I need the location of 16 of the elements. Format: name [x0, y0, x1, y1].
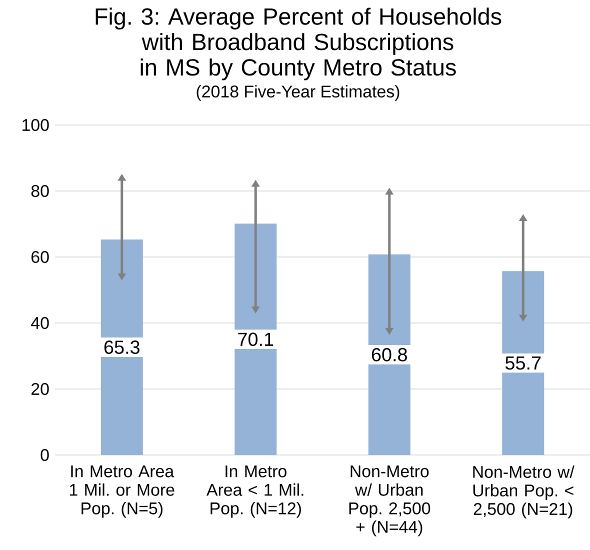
- data-label: 60.8: [372, 348, 407, 362]
- data-label: 70.1: [238, 332, 274, 346]
- y-tick-label: 0: [40, 448, 49, 461]
- y-tick-label: 60: [32, 250, 49, 263]
- y-tick-label: 20: [32, 382, 49, 395]
- x-tick-label: In Metro Area 1 Mil. or More Pop. (N=5): [70, 466, 174, 518]
- x-tick-label: Non-Metro w/ Urban Pop. < 2,500 (N=21): [473, 466, 574, 518]
- y-tick-label: 100: [22, 118, 49, 131]
- chart-title: Fig. 3: Average Percent of Households with Broadband Subscriptions in MS by County Metro Status: [96, 8, 502, 80]
- x-tick-label: In Metro Area < 1 Mil. Pop. (N=12): [206, 466, 304, 518]
- y-tick-label: 40: [31, 316, 49, 329]
- y-tick-label: 80: [31, 184, 49, 197]
- data-label: 65.3: [104, 340, 140, 354]
- data-label: 55.7: [505, 356, 541, 370]
- x-tick-label: Non-Metro w/ Urban Pop. 2,500 + (N=44): [349, 466, 430, 536]
- chart-subtitle: (2018 Five-Year Estimates): [196, 85, 400, 101]
